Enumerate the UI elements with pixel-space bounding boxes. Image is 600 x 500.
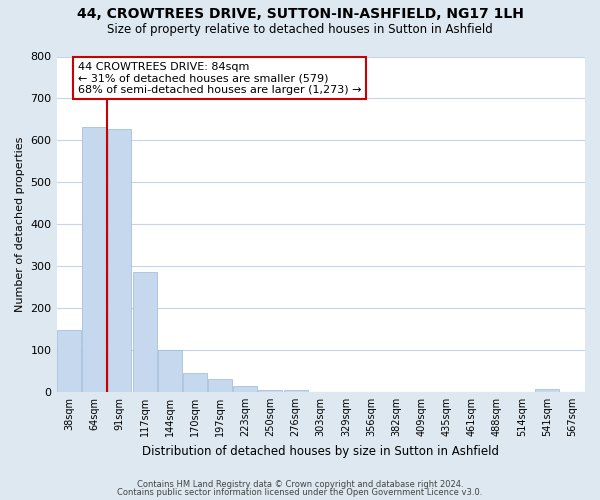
Bar bbox=[82, 127, 106, 392]
Text: Contains HM Land Registry data © Crown copyright and database right 2024.: Contains HM Land Registry data © Crown c… bbox=[137, 480, 463, 489]
Bar bbox=[158, 350, 182, 392]
Bar bbox=[233, 386, 257, 392]
Bar bbox=[284, 390, 308, 392]
Bar bbox=[107, 128, 131, 392]
Bar bbox=[535, 389, 559, 392]
Text: Contains public sector information licensed under the Open Government Licence v3: Contains public sector information licen… bbox=[118, 488, 482, 497]
Text: 44, CROWTREES DRIVE, SUTTON-IN-ASHFIELD, NG17 1LH: 44, CROWTREES DRIVE, SUTTON-IN-ASHFIELD,… bbox=[77, 8, 523, 22]
X-axis label: Distribution of detached houses by size in Sutton in Ashfield: Distribution of detached houses by size … bbox=[142, 444, 499, 458]
Bar bbox=[133, 272, 157, 392]
Bar bbox=[208, 379, 232, 392]
Bar bbox=[57, 330, 81, 392]
Bar bbox=[183, 372, 207, 392]
Text: 44 CROWTREES DRIVE: 84sqm
← 31% of detached houses are smaller (579)
68% of semi: 44 CROWTREES DRIVE: 84sqm ← 31% of detac… bbox=[77, 62, 361, 94]
Text: Size of property relative to detached houses in Sutton in Ashfield: Size of property relative to detached ho… bbox=[107, 22, 493, 36]
Y-axis label: Number of detached properties: Number of detached properties bbox=[15, 136, 25, 312]
Bar bbox=[259, 390, 283, 392]
